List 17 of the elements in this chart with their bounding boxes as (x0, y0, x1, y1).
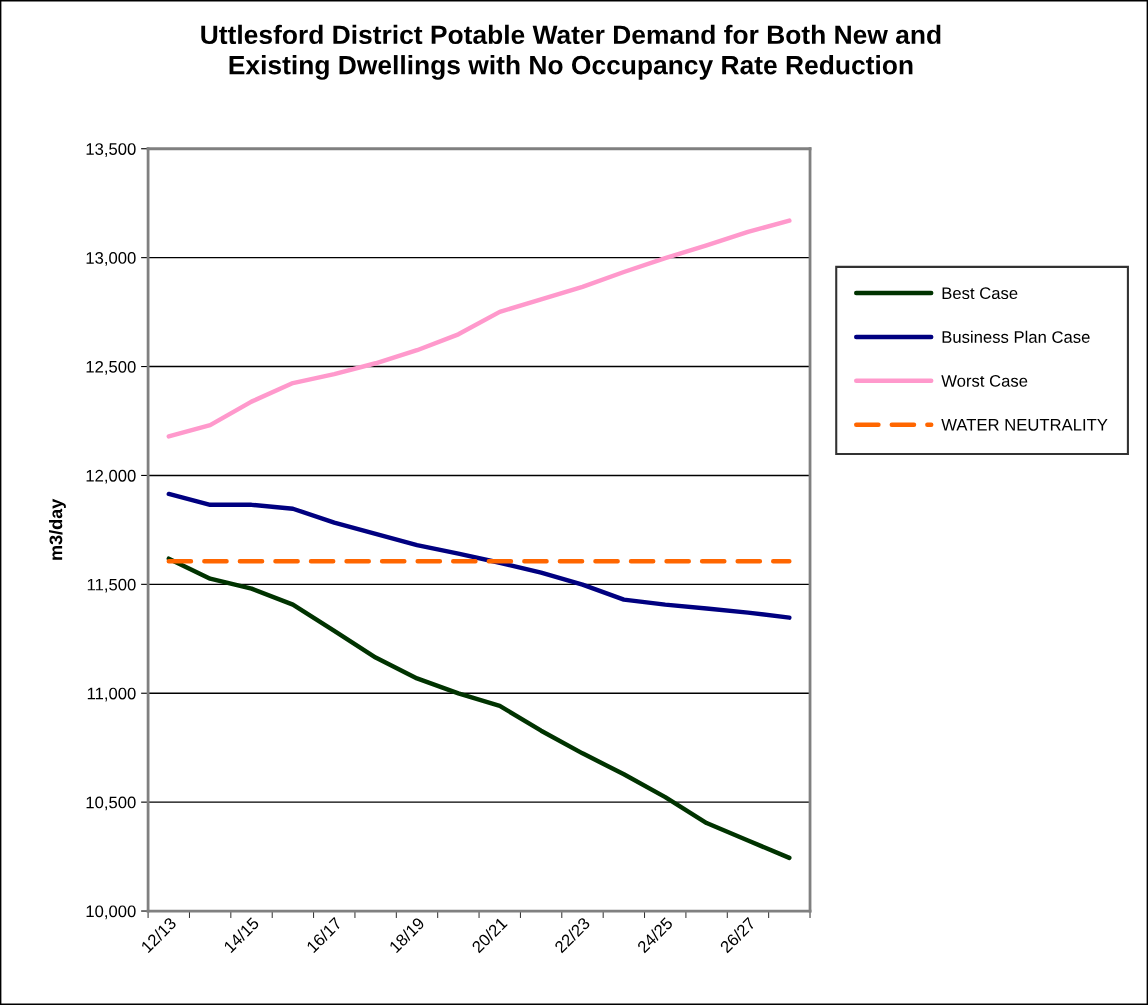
y-tick-label: 11,000 (87, 687, 136, 702)
y-tick-label: 12,000 (86, 469, 136, 484)
chart-title: Uttlesford District Potable Water Demand for Both New and Existing Dwellings with No Occupancy Rate Reduction (201, 24, 941, 80)
legend-label: Business Plan Case (942, 330, 1090, 343)
y-tick-label: 10,000 (86, 905, 136, 920)
y-tick-label: 11,500 (87, 578, 136, 593)
legend-label: Best Case (942, 287, 1018, 300)
line-series (166, 556, 792, 861)
y-tick-label: 13,500 (86, 143, 136, 157)
line-series (166, 491, 792, 620)
y-tick-label: 12,500 (86, 360, 136, 375)
y-tick-label: 10,500 (86, 796, 136, 811)
legend-label: WATER NEUTRALITY (941, 419, 1108, 431)
y-tick-label: 13,000 (86, 252, 136, 266)
legend-label: Worst Case (941, 375, 1028, 387)
y-axis-title: m3/day (49, 498, 66, 560)
line-series (166, 218, 792, 439)
